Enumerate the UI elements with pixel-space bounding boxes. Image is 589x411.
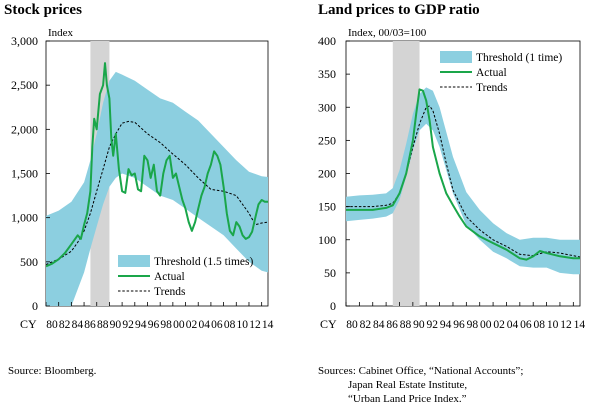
- x-tick-label: 90: [110, 319, 122, 331]
- x-tick-label: 06: [211, 319, 223, 331]
- y-tick-label: 3,000: [11, 34, 38, 48]
- x-tick-label: 12: [560, 319, 572, 331]
- x-tick-label: 86: [386, 319, 398, 331]
- y-tick-label: 500: [20, 255, 38, 269]
- x-tick-label: 94: [440, 319, 452, 331]
- y-axis-label: Index, 00/03=100: [348, 27, 427, 39]
- legend-label-actual: Actual: [476, 67, 507, 79]
- source-line: “Urban Land Price Index.”: [348, 393, 467, 405]
- actual-line: [346, 88, 580, 261]
- x-tick-label: 10: [547, 319, 559, 331]
- y-tick-label: 2,000: [11, 122, 38, 136]
- y-tick-label: 1,500: [11, 167, 38, 181]
- x-tick-label: 90: [413, 319, 425, 331]
- x-tick-label: 96: [453, 319, 465, 331]
- x-tick-label: 02: [493, 319, 505, 331]
- land-prices-title: Land prices to GDP ratio: [318, 2, 480, 18]
- x-tick-label: 98: [467, 319, 479, 331]
- y-tick-label: 0: [330, 299, 336, 313]
- x-tick-label: 04: [507, 319, 519, 331]
- chart-1-group: [345, 40, 581, 307]
- x-tick-label: 98: [160, 319, 172, 331]
- x-tick-label: 10: [237, 319, 249, 331]
- stock-prices-source: Source: Bloomberg.: [8, 364, 96, 378]
- y-tick-label: 150: [318, 200, 336, 214]
- y-tick-label: 200: [318, 167, 336, 181]
- legend-swatch-threshold: [118, 255, 150, 267]
- x-tick-label: 08: [224, 319, 236, 331]
- y-tick-label: 300: [318, 100, 336, 114]
- x-tick-label: 94: [135, 319, 147, 331]
- y-tick-label: 50: [324, 266, 336, 280]
- x-tick-label: 88: [400, 319, 412, 331]
- land-prices-source: Sources: Cabinet Office, “National Accou…: [318, 364, 523, 406]
- chart-0-group: [45, 40, 269, 307]
- y-tick-label: 350: [318, 67, 336, 81]
- x-tick-label: 84: [72, 319, 84, 331]
- x-tick-label: 00: [173, 319, 185, 331]
- x-tick-label: 04: [198, 319, 210, 331]
- x-tick-label: 92: [426, 319, 438, 331]
- y-tick-label: 250: [318, 133, 336, 147]
- y-tick-label: 0: [32, 299, 38, 313]
- legend-label-threshold: Threshold (1.5 times): [154, 256, 253, 268]
- legend-label-threshold: Threshold (1 time): [476, 52, 562, 64]
- stock-prices-title: Stock prices: [4, 2, 82, 18]
- legend-label-trends: Trends: [476, 82, 508, 94]
- x-tick-label: 86: [84, 319, 96, 331]
- legend-label-trends: Trends: [154, 286, 186, 298]
- legend-swatch-threshold: [440, 51, 472, 63]
- source-line: Source: Bloomberg.: [8, 365, 97, 377]
- legend-label-actual: Actual: [154, 271, 185, 283]
- y-tick-label: 2,500: [11, 78, 38, 92]
- x-tick-label: 02: [186, 319, 198, 331]
- y-axis-label: Index: [48, 27, 74, 39]
- x-tick-label: 82: [360, 319, 372, 331]
- y-tick-label: 1,000: [11, 211, 38, 225]
- x-tick-label: 08: [533, 319, 545, 331]
- actual-line: [46, 62, 268, 268]
- y-tick-label: 100: [318, 233, 336, 247]
- x-tick-label: 80: [346, 319, 358, 331]
- x-tick-label: 92: [122, 319, 134, 331]
- x-tick-label: 14: [262, 319, 274, 331]
- x-tick-label: 00: [480, 319, 492, 331]
- trends-line: [46, 120, 268, 265]
- y-tick-label: 400: [318, 34, 336, 48]
- x-axis-label: CY: [20, 317, 37, 331]
- x-tick-label: 88: [97, 319, 109, 331]
- x-tick-label: 14: [574, 319, 586, 331]
- source-line: Sources: Cabinet Office, “National Accou…: [318, 365, 524, 377]
- x-tick-label: 82: [59, 319, 71, 331]
- x-tick-label: 80: [46, 319, 58, 331]
- x-axis-label: CY: [320, 317, 337, 331]
- x-tick-label: 84: [373, 319, 385, 331]
- trends-line: [346, 105, 580, 258]
- x-tick-label: 06: [520, 319, 532, 331]
- x-tick-label: 96: [148, 319, 160, 331]
- source-line: Japan Real Estate Institute,: [348, 379, 468, 391]
- threshold-band: [346, 87, 580, 275]
- x-tick-label: 12: [249, 319, 261, 331]
